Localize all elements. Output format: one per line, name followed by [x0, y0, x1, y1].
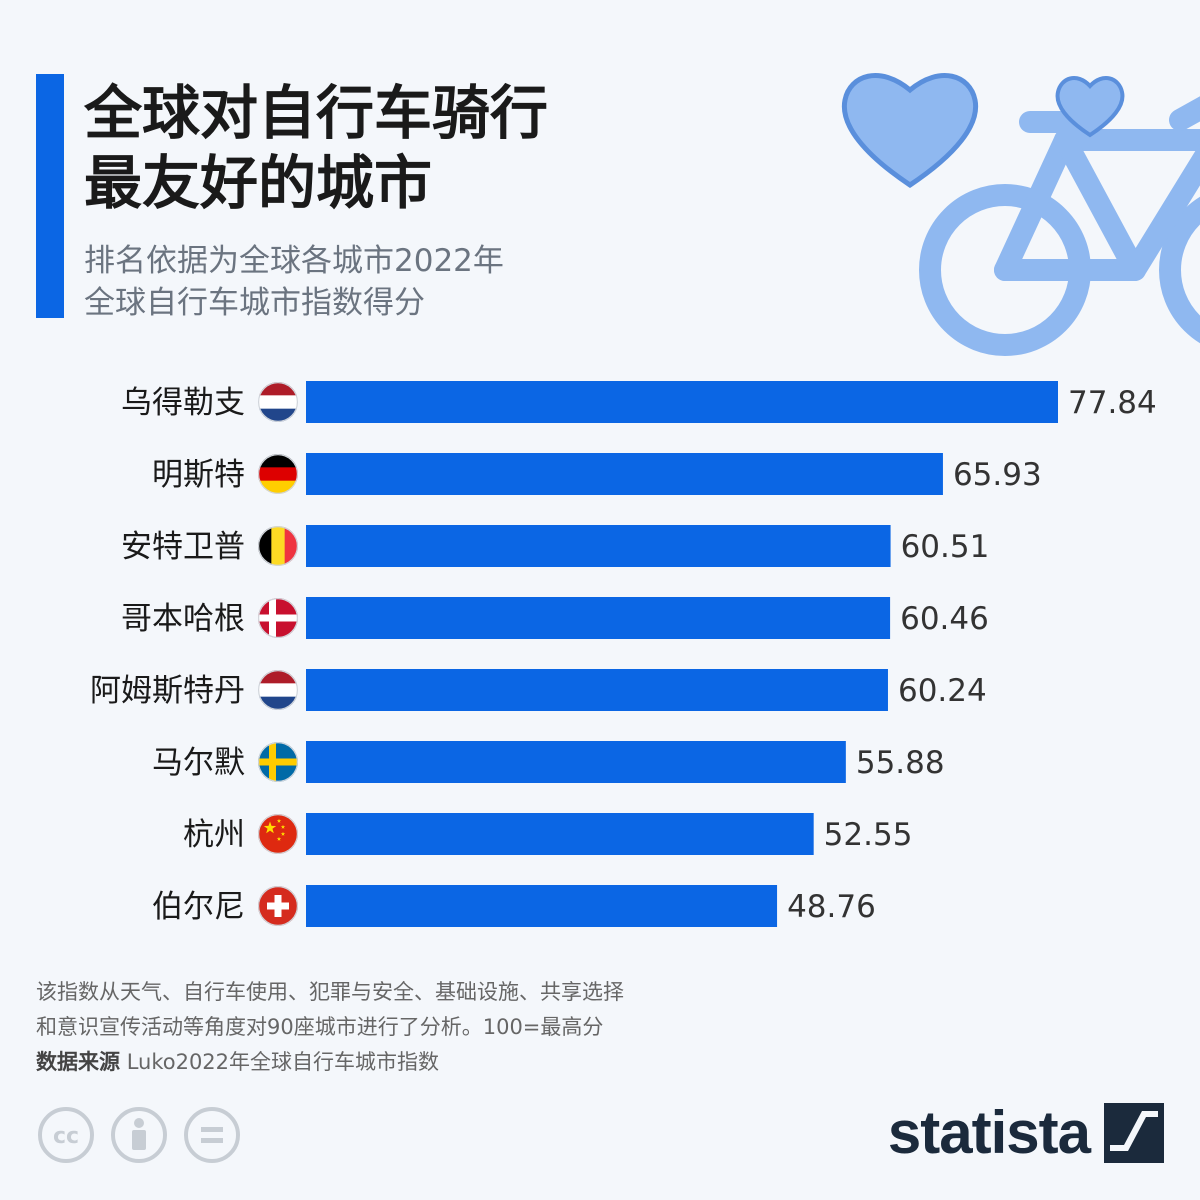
subtitle-line-1: 排名依据为全球各城市2022年 [84, 243, 504, 279]
statista-logo: statista [888, 1098, 1164, 1167]
flag-germany-icon [258, 453, 299, 494]
bar [306, 813, 814, 855]
large-heart-icon [841, 73, 979, 189]
category-label: 明斯特 [152, 457, 245, 493]
title-line-1: 全球对自行车骑行 [84, 79, 549, 147]
brand-wordmark: statista [887, 1099, 1091, 1166]
flag-netherlands-icon [258, 670, 299, 711]
footnote-line-1: 该指数从天气、自行车使用、犯罪与安全、基础设施、共享选择 [36, 980, 624, 1004]
bar-row: 安特卫普 60.51 [121, 525, 989, 567]
page-title: 全球对自行车骑行 最友好的城市 [84, 78, 548, 218]
category-label: 乌得勒支 [121, 385, 245, 421]
page-subtitle: 排名依据为全球各城市2022年 全球自行车城市指数得分 [84, 240, 504, 324]
category-label: 杭州 [183, 817, 245, 853]
bar-row: 杭州 52.55 [183, 813, 912, 855]
value-label: 65.93 [953, 457, 1042, 493]
flag-sweden-icon [258, 742, 299, 783]
bar-row: 伯尔尼 48.76 [152, 885, 876, 927]
footnote: 该指数从天气、自行车使用、犯罪与安全、基础设施、共享选择 和意识宣传活动等角度对… [36, 975, 756, 1080]
bar [306, 669, 888, 711]
statista-mark-icon [1104, 1102, 1164, 1163]
equals-icon [184, 1107, 240, 1163]
value-label: 60.51 [901, 529, 990, 565]
bar-row: 马尔默 55.88 [152, 741, 945, 783]
category-label: 安特卫普 [121, 529, 245, 565]
person-icon [111, 1107, 167, 1163]
bicycle-front-wheel-icon [1159, 196, 1200, 344]
flag-belgium-icon [258, 526, 299, 567]
category-label: 马尔默 [152, 745, 245, 781]
flag-denmark-icon [258, 598, 299, 639]
bicycle-handlebar-icon [1169, 96, 1200, 131]
bar-chart: 乌得勒支 77.84 明斯特 65.93 安特卫普 60.51 哥本哈根 60.46 阿姆斯特丹… [90, 381, 1157, 927]
flag-netherlands-icon [258, 382, 299, 422]
bicycle-frame-icon [994, 129, 1200, 281]
value-label: 48.76 [787, 889, 876, 925]
small-heart-icon [1055, 76, 1125, 138]
bar-row: 阿姆斯特丹 60.24 [90, 669, 987, 711]
svg-text:cc: cc [53, 1124, 79, 1149]
source-text: Luko2022年全球自行车城市指数 [126, 1050, 440, 1074]
flag-china-icon [258, 814, 299, 855]
bar-row: 明斯特 65.93 [152, 453, 1042, 495]
cc-icon [38, 1107, 94, 1163]
bicycle-hearts-illustration [841, 73, 1200, 356]
category-label: 哥本哈根 [121, 601, 245, 637]
bar-row: 乌得勒支 77.84 [121, 381, 1157, 423]
bar [306, 381, 1058, 423]
value-label: 60.24 [898, 673, 987, 709]
bar-row: 哥本哈根 60.46 [121, 597, 989, 639]
category-label: 伯尔尼 [152, 889, 245, 925]
source-label: 数据来源 [36, 1050, 120, 1074]
license-icons: cc [38, 1107, 240, 1163]
title-accent-bar [36, 74, 64, 318]
value-label: 55.88 [856, 745, 945, 781]
bar [306, 741, 846, 783]
subtitle-line-2: 全球自行车城市指数得分 [84, 285, 425, 321]
value-label: 52.55 [824, 817, 913, 853]
footnote-line-2: 和意识宣传活动等角度对90座城市进行了分析。100=最高分 [36, 1015, 604, 1039]
source-line: 数据来源 Luko2022年全球自行车城市指数 [36, 1045, 756, 1080]
value-label: 60.46 [900, 601, 989, 637]
category-label: 阿姆斯特丹 [90, 673, 245, 709]
bar [306, 453, 943, 495]
bar [306, 885, 778, 927]
flag-switzerland-icon [258, 885, 299, 926]
bar [306, 597, 891, 639]
bar [306, 525, 891, 567]
title-line-2: 最友好的城市 [84, 149, 433, 217]
value-label: 77.84 [1068, 385, 1157, 421]
